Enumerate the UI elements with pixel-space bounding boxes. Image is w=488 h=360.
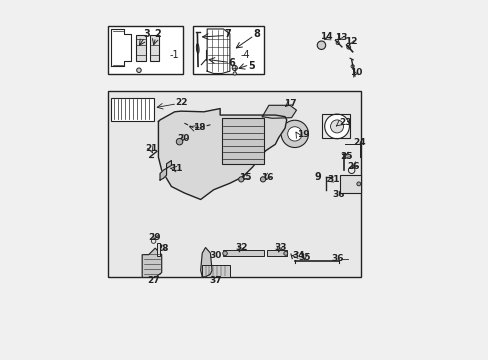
Polygon shape <box>158 109 286 199</box>
Text: 15: 15 <box>239 173 251 182</box>
Circle shape <box>176 139 183 145</box>
Text: 12: 12 <box>345 36 357 45</box>
Circle shape <box>260 177 265 182</box>
FancyBboxPatch shape <box>110 98 154 121</box>
Text: 22: 22 <box>175 98 187 107</box>
Text: 28: 28 <box>156 244 168 253</box>
Circle shape <box>330 120 343 133</box>
Bar <box>223 251 264 256</box>
Circle shape <box>232 66 237 71</box>
Circle shape <box>346 45 350 49</box>
Text: 26: 26 <box>347 162 360 171</box>
Bar <box>266 251 286 256</box>
Text: 6: 6 <box>228 58 234 68</box>
Text: 37: 37 <box>208 275 221 284</box>
Polygon shape <box>262 105 296 118</box>
Text: 3: 3 <box>143 29 150 39</box>
Text: 11: 11 <box>170 164 182 173</box>
Ellipse shape <box>196 44 199 53</box>
Text: 5: 5 <box>248 61 255 71</box>
Text: 23: 23 <box>339 118 351 127</box>
Text: 8: 8 <box>253 29 260 39</box>
Circle shape <box>317 41 325 49</box>
Bar <box>136 36 146 62</box>
Circle shape <box>223 251 227 256</box>
Text: -1: -1 <box>169 50 179 60</box>
Text: 2: 2 <box>154 29 161 39</box>
Text: 31: 31 <box>327 175 339 184</box>
Circle shape <box>324 114 349 139</box>
Bar <box>150 36 159 62</box>
Polygon shape <box>200 248 212 277</box>
Text: 17: 17 <box>283 99 296 108</box>
Bar <box>202 265 229 277</box>
Text: 18: 18 <box>192 123 205 132</box>
Text: 20: 20 <box>177 134 189 143</box>
Polygon shape <box>160 161 171 180</box>
Text: 21: 21 <box>145 144 157 153</box>
Text: 29: 29 <box>148 233 161 242</box>
Text: 16: 16 <box>261 173 273 182</box>
Text: 24: 24 <box>353 138 366 147</box>
Text: 33: 33 <box>273 243 286 252</box>
Text: 30: 30 <box>209 251 221 260</box>
Text: 10: 10 <box>349 68 362 77</box>
Circle shape <box>137 68 141 72</box>
Text: 36: 36 <box>332 190 344 199</box>
Circle shape <box>283 251 287 255</box>
Circle shape <box>238 177 244 182</box>
Bar <box>222 118 264 164</box>
Text: 34: 34 <box>292 251 304 260</box>
Text: 32: 32 <box>235 243 247 252</box>
Polygon shape <box>142 248 162 278</box>
Text: 25: 25 <box>339 152 352 161</box>
Bar <box>340 175 361 193</box>
Text: 14: 14 <box>320 32 332 41</box>
Circle shape <box>350 65 353 68</box>
Text: 7: 7 <box>224 29 230 39</box>
Circle shape <box>356 182 360 186</box>
Text: 9: 9 <box>314 172 321 182</box>
Circle shape <box>233 72 236 75</box>
FancyBboxPatch shape <box>108 91 361 278</box>
Circle shape <box>335 41 339 45</box>
Text: 19: 19 <box>297 130 309 139</box>
FancyBboxPatch shape <box>108 26 183 75</box>
Bar <box>157 243 160 256</box>
Circle shape <box>287 127 302 141</box>
Text: 13: 13 <box>334 33 346 42</box>
Circle shape <box>281 120 308 148</box>
Text: 36: 36 <box>331 254 343 263</box>
Text: 27: 27 <box>147 275 160 284</box>
Bar <box>322 114 349 139</box>
FancyBboxPatch shape <box>192 26 264 75</box>
Text: -4: -4 <box>240 50 249 60</box>
Text: 35: 35 <box>298 253 310 262</box>
